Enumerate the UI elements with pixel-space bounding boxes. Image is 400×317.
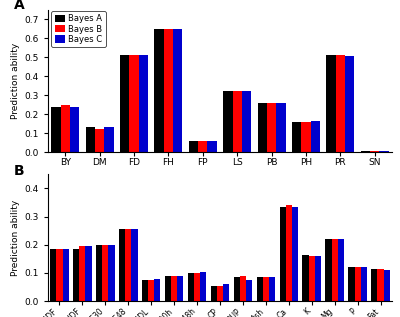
Bar xyxy=(131,229,138,301)
Bar xyxy=(217,286,223,301)
Bar xyxy=(211,286,217,301)
Bar xyxy=(56,249,62,301)
Bar xyxy=(361,151,370,152)
Bar xyxy=(325,239,332,301)
Legend: Bayes A, Bayes B, Bayes C: Bayes A, Bayes B, Bayes C xyxy=(52,11,106,47)
Bar xyxy=(194,273,200,301)
Bar xyxy=(171,276,177,301)
Bar xyxy=(62,249,69,301)
Bar xyxy=(96,245,102,301)
Bar xyxy=(86,246,92,301)
Bar xyxy=(338,239,344,301)
Bar xyxy=(70,107,79,152)
Bar xyxy=(280,207,286,301)
Bar xyxy=(119,229,125,301)
Bar xyxy=(129,55,139,152)
Bar xyxy=(286,205,292,301)
Bar xyxy=(371,269,378,301)
Bar xyxy=(200,272,206,301)
Text: B: B xyxy=(14,164,24,178)
Bar xyxy=(309,256,315,301)
Bar xyxy=(188,273,194,301)
Bar xyxy=(246,280,252,301)
Bar xyxy=(154,279,160,301)
Bar xyxy=(142,280,148,301)
Bar xyxy=(125,229,131,301)
Bar xyxy=(173,29,182,152)
Bar xyxy=(139,55,148,152)
Y-axis label: Prediction ability: Prediction ability xyxy=(12,200,20,276)
Bar xyxy=(378,269,384,301)
Bar xyxy=(198,141,208,152)
Bar xyxy=(263,277,269,301)
Bar xyxy=(232,91,242,152)
Bar xyxy=(95,129,104,152)
Bar xyxy=(208,141,217,152)
Bar xyxy=(60,105,70,152)
Bar xyxy=(223,91,232,152)
Y-axis label: Prediction ability: Prediction ability xyxy=(12,43,20,119)
Bar xyxy=(292,207,298,301)
Bar xyxy=(292,122,301,152)
Bar xyxy=(223,284,229,301)
Bar xyxy=(242,91,251,152)
Bar xyxy=(326,55,336,152)
Bar xyxy=(50,249,56,301)
Bar xyxy=(51,107,60,152)
Bar xyxy=(240,276,246,301)
Bar xyxy=(154,29,164,152)
Bar xyxy=(348,267,354,301)
Bar xyxy=(104,127,114,152)
Bar xyxy=(311,121,320,152)
Bar xyxy=(148,280,154,301)
Bar xyxy=(345,56,354,152)
Bar xyxy=(267,103,276,152)
Bar xyxy=(336,55,345,152)
Bar xyxy=(189,141,198,152)
Bar xyxy=(120,55,129,152)
Bar xyxy=(73,249,79,301)
Bar xyxy=(332,239,338,301)
Bar xyxy=(256,277,263,301)
Bar xyxy=(79,246,86,301)
Bar xyxy=(164,29,173,152)
Bar xyxy=(258,103,267,152)
Bar xyxy=(384,270,390,301)
Bar xyxy=(315,256,321,301)
Bar xyxy=(234,277,240,301)
Bar xyxy=(177,276,184,301)
Bar xyxy=(370,151,380,152)
Text: A: A xyxy=(14,0,24,12)
Bar xyxy=(165,276,171,301)
Bar xyxy=(354,267,361,301)
Bar xyxy=(302,255,309,301)
Bar xyxy=(380,151,389,152)
Bar xyxy=(86,127,95,152)
Bar xyxy=(108,245,115,301)
Bar xyxy=(102,245,108,301)
Bar xyxy=(276,103,286,152)
Bar xyxy=(361,267,367,301)
Bar xyxy=(301,122,311,152)
Bar xyxy=(269,277,275,301)
